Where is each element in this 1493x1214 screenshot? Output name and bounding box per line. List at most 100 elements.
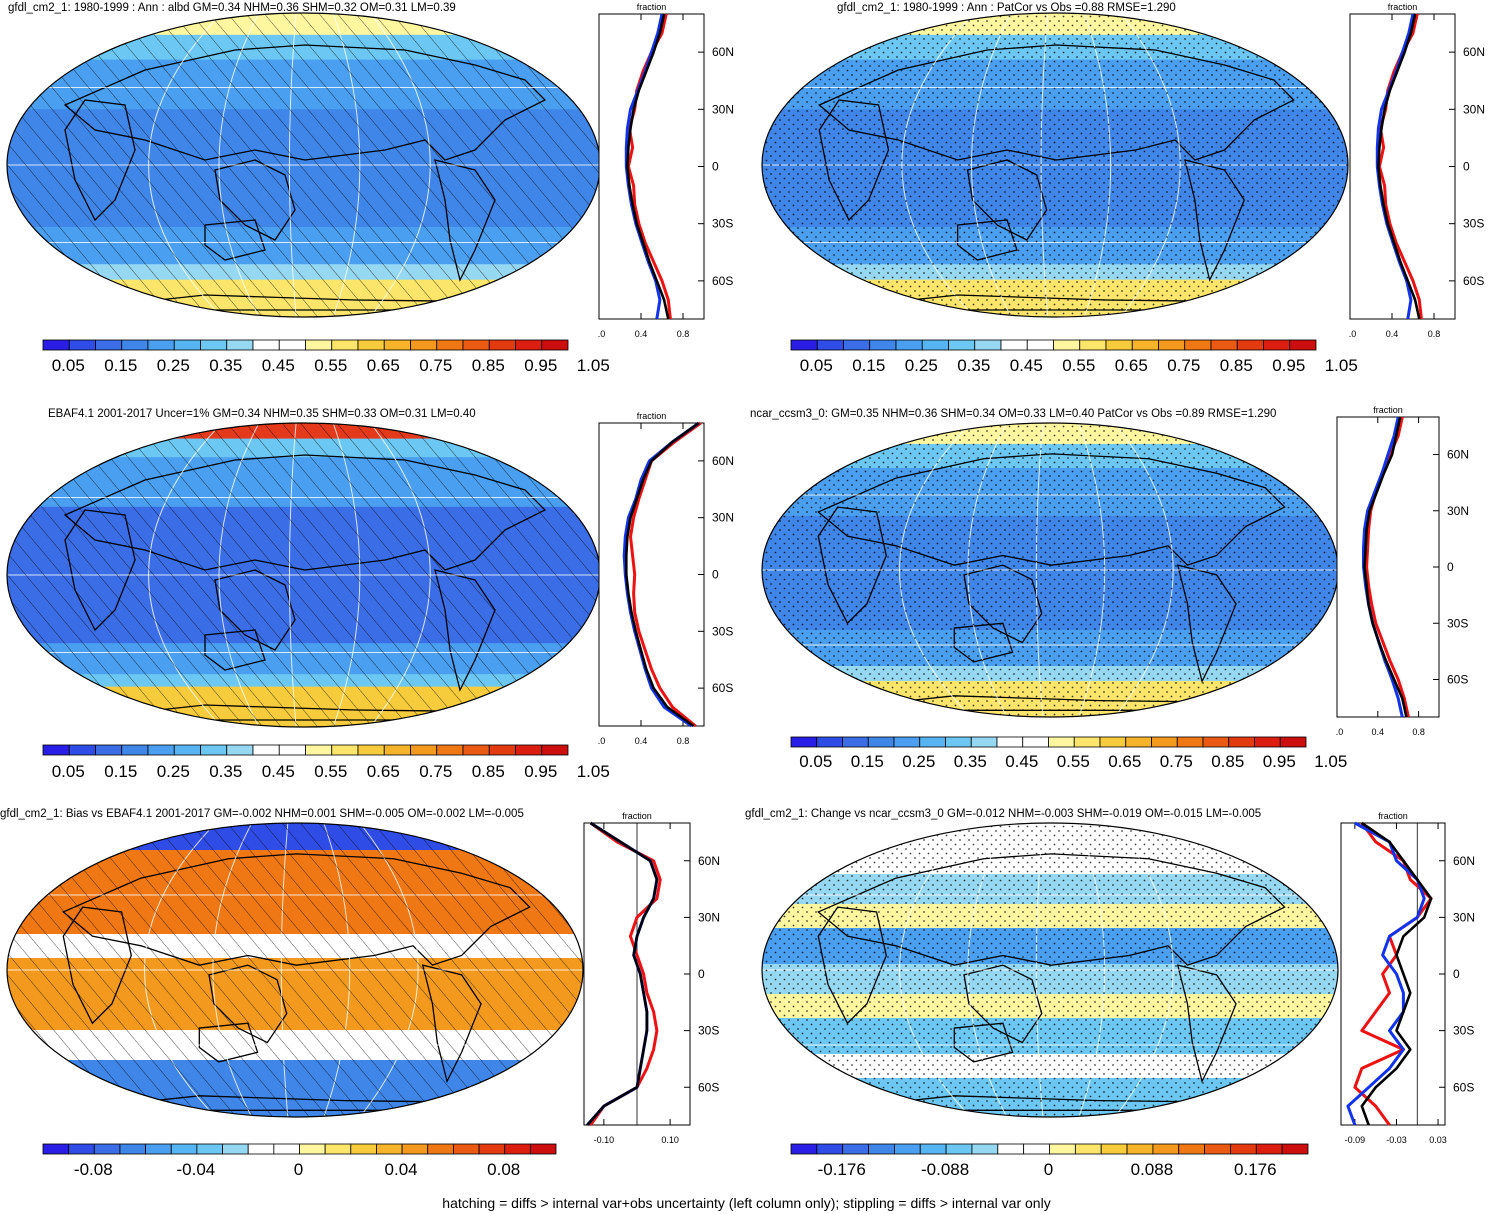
colorbar-label: 1.05: [576, 762, 610, 781]
colorbar-label: 0.65: [1108, 752, 1142, 771]
colorbar-box: [1026, 339, 1054, 351]
colorbar-label: 0.176: [1234, 1160, 1277, 1179]
profile-line-black: [1377, 13, 1421, 320]
colorbar-box: [1131, 339, 1159, 351]
colorbar-label: 0.25: [904, 356, 938, 375]
colorbar-box: [121, 339, 149, 351]
colorbar-labels: 0.05 0.15 0.25 0.35 0.45 0.55 0.65 0.75 0.85 0.95…: [42, 356, 610, 376]
colorbar-box: [170, 1143, 198, 1155]
profile-line-black: [1360, 821, 1433, 1126]
colorbar-box: [843, 339, 871, 351]
lat-tick-label: 60S: [698, 1080, 719, 1094]
colorbar-label: 0.15: [850, 752, 884, 771]
colorbar-box: [147, 339, 175, 351]
profile-xtick: 0.4: [635, 329, 648, 339]
colorbar-label: 0.75: [1159, 752, 1193, 771]
colorbar-box: [462, 339, 490, 351]
colorbar-box: [1048, 736, 1075, 748]
colorbar-box: [200, 339, 228, 351]
colorbar-box: [173, 339, 201, 351]
colorbar-label: 0.35: [953, 752, 987, 771]
colorbar-box: [515, 744, 543, 756]
lat-tick-label: 0: [1453, 967, 1460, 981]
colorbar-box: [145, 1143, 172, 1155]
colorbar-label: 0.65: [366, 356, 400, 375]
colorbar-label: -0.176: [817, 1160, 866, 1179]
profile-xtick: 0.0: [1336, 727, 1343, 737]
profile-xtick: -0.10: [594, 1135, 615, 1145]
profile-title: fraction: [637, 2, 667, 12]
colorbar-box: [436, 744, 464, 756]
colorbar-box: [945, 1143, 973, 1155]
colorbar-box: [790, 736, 818, 748]
colorbar-box: [222, 1143, 249, 1155]
lat-tick-label: 60S: [1453, 1080, 1474, 1094]
colorbar-box: [529, 1143, 557, 1155]
colorbar-box: [945, 736, 972, 748]
colorbar-label: 0.55: [314, 762, 348, 781]
colorbar-box: [401, 1143, 429, 1155]
colorbar-label: 0.35: [209, 762, 243, 781]
profile-xtick: 0.8: [1412, 727, 1425, 737]
colorbar-label: 0.55: [314, 356, 348, 375]
colorbar-label: -0.088: [920, 1160, 970, 1179]
colorbar-labels: -0.176 -0.088 0 0.088 0.176: [790, 1160, 1307, 1180]
colorbar-box: [173, 744, 201, 756]
colorbar-box: [1099, 736, 1127, 748]
lat-tick-label: 60S: [1463, 274, 1484, 288]
profile-xtick: 0.8: [1428, 329, 1441, 339]
colorbar-labels: 0.05 0.15 0.25 0.35 0.45 0.55 0.65 0.75 0.85 0.95…: [42, 762, 610, 782]
colorbar-label: 0.05: [51, 356, 85, 375]
colorbar-box: [1125, 736, 1152, 748]
colorbar-label: 0.85: [471, 762, 505, 781]
colorbar-box: [383, 744, 411, 756]
profile-xtick: 0.8: [677, 329, 690, 339]
colorbar-label: 0.45: [261, 356, 295, 375]
zonal-profile-p6: fraction -0.09 -0.03 0.03 60N 30N 0 30S 60S: [1340, 811, 1475, 1145]
colorbar-label: 0.55: [1056, 752, 1090, 771]
colorbar-label: 0.05: [799, 752, 833, 771]
profile-line-red: [589, 821, 662, 1126]
colorbar-box: [1079, 339, 1107, 351]
colorbar-box: [1281, 1143, 1309, 1155]
stippling-overlay: [762, 423, 1338, 717]
colorbar-box: [790, 1143, 818, 1155]
colorbar-box: [974, 339, 1002, 351]
map-border: [761, 822, 1339, 1118]
colorbar-box: [1289, 339, 1317, 351]
colorbar-label: 0.65: [1114, 356, 1148, 375]
profile-xtick: 0.0: [598, 329, 605, 339]
profile-line-black: [624, 421, 700, 728]
profile-line-black: [626, 13, 670, 320]
colorbar-box: [1049, 1143, 1076, 1155]
colorbar-box: [1074, 1143, 1102, 1155]
lat-tick-label: 0: [712, 160, 719, 174]
profile-xtick: 0.8: [677, 736, 690, 746]
profile-xtick: 0.10: [661, 1135, 679, 1145]
map-border: [761, 12, 1349, 318]
colorbar-box: [462, 744, 490, 756]
colorbar-p1: [42, 339, 569, 351]
colorbar-label: 0.15: [852, 356, 886, 375]
colorbar-box: [894, 1143, 921, 1155]
colorbar-box: [196, 1143, 223, 1155]
colorbar-label: -0.08: [73, 1160, 113, 1179]
colorbar-box: [357, 339, 385, 351]
colorbar-box: [1178, 1143, 1206, 1155]
stippling-overlay: [762, 823, 1338, 1117]
colorbar-box: [68, 1143, 95, 1155]
lat-tick-label: 60N: [698, 854, 720, 868]
lat-tick-label: 60N: [1447, 448, 1469, 462]
colorbar-box: [1053, 339, 1081, 351]
colorbar-box: [842, 1143, 869, 1155]
colorbar-label: 0: [1043, 1160, 1054, 1179]
colorbar-box: [252, 339, 280, 351]
colorbar-box: [816, 339, 844, 351]
profile-xtick: 0.4: [635, 736, 648, 746]
colorbar-box: [121, 744, 149, 756]
colorbar-box: [93, 1143, 121, 1155]
colorbar-box: [68, 744, 96, 756]
colorbar-label: 0.85: [1211, 752, 1245, 771]
colorbar-box: [1279, 736, 1307, 748]
colorbar-box: [1230, 1143, 1257, 1155]
